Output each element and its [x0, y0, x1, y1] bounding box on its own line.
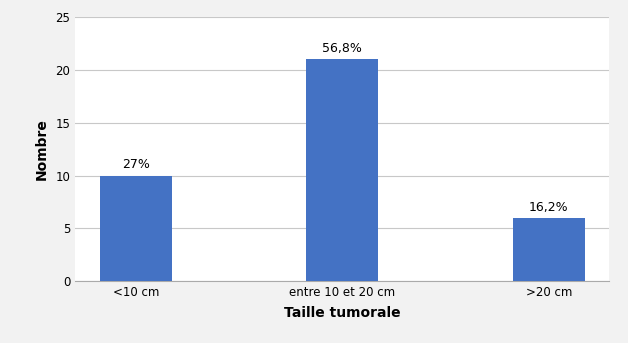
- Bar: [100, 176, 172, 281]
- Text: 56,8%: 56,8%: [322, 42, 362, 55]
- Bar: [512, 218, 585, 281]
- Text: 27%: 27%: [122, 158, 149, 172]
- Y-axis label: Nombre: Nombre: [35, 118, 49, 180]
- Text: 16,2%: 16,2%: [529, 201, 568, 214]
- X-axis label: Taille tumorale: Taille tumorale: [284, 306, 401, 320]
- Bar: [306, 59, 379, 281]
